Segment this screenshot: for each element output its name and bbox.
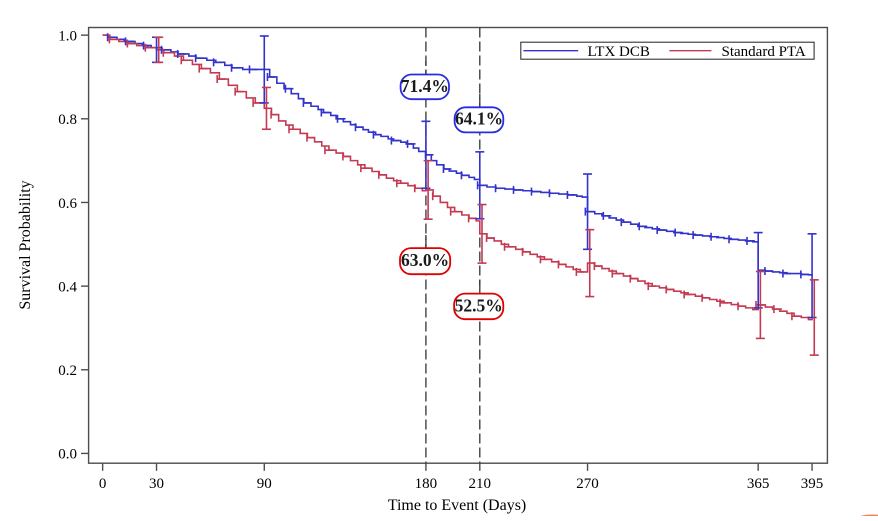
svg-text:0.6: 0.6 <box>58 196 77 212</box>
svg-text:63.0%: 63.0% <box>401 250 449 270</box>
svg-text:Time to Event (Days): Time to Event (Days) <box>388 497 527 514</box>
svg-text:0.0: 0.0 <box>58 447 77 463</box>
svg-text:0: 0 <box>99 476 107 492</box>
svg-text:52.5%: 52.5% <box>455 295 503 315</box>
svg-text:270: 270 <box>576 476 599 492</box>
svg-text:210: 210 <box>469 476 492 492</box>
svg-text:1.0: 1.0 <box>58 29 77 45</box>
svg-text:Standard PTA: Standard PTA <box>722 44 806 60</box>
svg-text:180: 180 <box>415 476 438 492</box>
svg-text:71.4%: 71.4% <box>401 76 449 96</box>
svg-text:LTX DCB: LTX DCB <box>588 44 650 60</box>
svg-text:0.2: 0.2 <box>58 363 77 379</box>
svg-text:0.8: 0.8 <box>58 112 77 128</box>
svg-text:90: 90 <box>257 476 272 492</box>
svg-text:395: 395 <box>801 476 824 492</box>
svg-text:365: 365 <box>747 476 770 492</box>
svg-text:30: 30 <box>149 476 164 492</box>
svg-text:Survival Probability: Survival Probability <box>17 180 34 309</box>
svg-text:0.4: 0.4 <box>58 279 77 295</box>
svg-text:64.1%: 64.1% <box>455 109 503 129</box>
